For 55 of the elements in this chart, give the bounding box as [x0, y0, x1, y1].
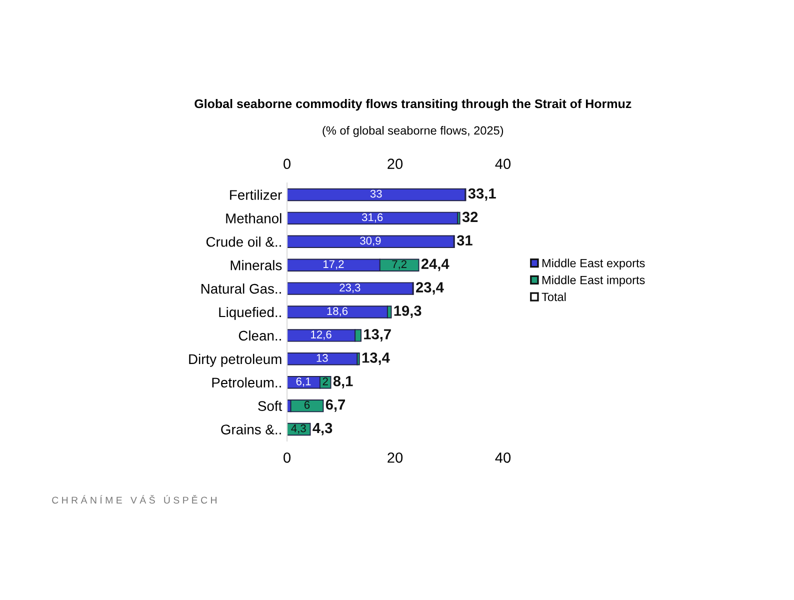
- bar: [287, 422, 311, 436]
- data-label: 31,6: [362, 213, 383, 222]
- y-tick-label: Fertilizer: [230, 190, 282, 200]
- data-label: 18,6: [327, 307, 348, 316]
- total-label: 19,3: [394, 306, 422, 318]
- x2-tick-label: 0: [284, 158, 291, 170]
- data-label: 13: [316, 354, 328, 362]
- data-label: 30,9: [360, 236, 381, 246]
- data-label: 17,2: [324, 260, 344, 270]
- data-label: 12,6: [311, 330, 332, 340]
- y-tick-label: Soft: [258, 400, 282, 411]
- total-label: 4,3: [312, 422, 332, 436]
- x2-tick-label: 20: [388, 158, 403, 170]
- y-tick-label: Minerals: [230, 260, 282, 270]
- y-tick-label: Clean..: [238, 330, 281, 341]
- x-tick-label: 0: [284, 452, 291, 463]
- data-label: 6: [304, 400, 310, 409]
- data-label: 23,3: [340, 284, 360, 293]
- total-label: 8,1: [333, 376, 353, 388]
- total-label: 13,7: [364, 329, 391, 342]
- chart-subtitle: (% of global seaborne flows, 2025): [322, 126, 504, 138]
- total-label: 32: [462, 212, 478, 222]
- data-label: 2: [322, 377, 328, 386]
- y-tick-label: Natural Gas..: [201, 284, 281, 294]
- text: C H R Á N Í M E V Á Š Ú S P Ě C H: [52, 495, 216, 504]
- bar: [287, 352, 358, 366]
- y-tick-label: Petroleum..: [212, 377, 281, 388]
- y-tick-label: Grains &..: [221, 424, 281, 434]
- bar: [287, 306, 388, 318]
- data-label: 33: [370, 190, 382, 198]
- bar: [287, 188, 466, 202]
- legend-label: Middle East exports: [542, 258, 645, 270]
- x-tick-label: 40: [495, 452, 511, 463]
- x2-tick-label: 40: [495, 158, 511, 170]
- legend-label: Total: [542, 292, 566, 302]
- total-label: 6,7: [326, 399, 345, 412]
- data-label: 6,1: [296, 377, 311, 387]
- y-tick-label: Liquefied..: [219, 306, 281, 320]
- total-label: 24,4: [421, 258, 450, 272]
- bar: [287, 282, 414, 295]
- chart-title: Global seaborne commodity flows transiting through the Strait of Hormuz: [194, 99, 632, 111]
- bar: [287, 212, 458, 225]
- x-tick-label: 20: [388, 452, 403, 463]
- total-label: 33,1: [468, 188, 496, 201]
- bar: [287, 235, 454, 248]
- y-tick-label: Dirty petroleum: [189, 354, 282, 367]
- bar: [290, 399, 324, 412]
- total-label: 31: [456, 235, 472, 246]
- legend-label: Middle East imports: [542, 276, 645, 287]
- total-label: 13,4: [362, 352, 390, 365]
- y-tick-label: Crude oil &..: [206, 236, 281, 247]
- data-label: 7,2: [392, 260, 406, 270]
- total-label: 23,4: [416, 282, 444, 295]
- data-label: 4,3: [291, 424, 306, 434]
- y-tick-label: Methanol: [226, 213, 282, 224]
